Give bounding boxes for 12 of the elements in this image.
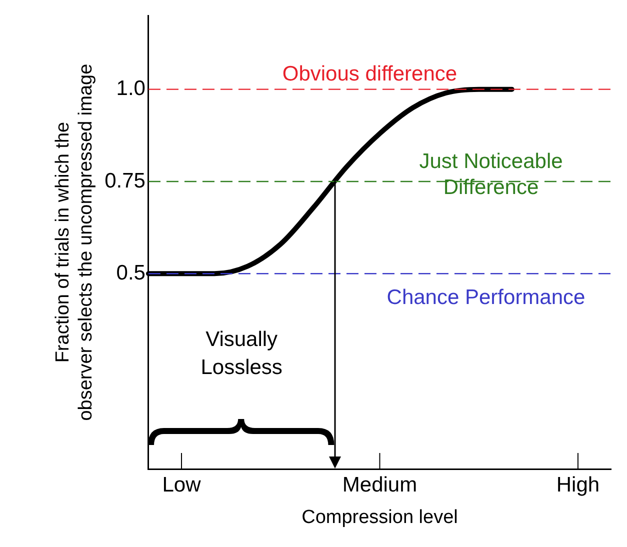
x-axis-title: Compression level	[302, 506, 458, 528]
y-axis-title: Fraction of trials in which the observer selects the uncompressed image	[52, 64, 96, 421]
x-tick-label: Low	[162, 473, 202, 496]
ref-line-label: Obvious difference	[282, 62, 458, 86]
y-tick-label: 0.5	[116, 261, 146, 284]
x-tick-label: Medium	[342, 473, 418, 496]
y-tick-label: 1.0	[116, 77, 146, 100]
ref-line-label: Chance Performance	[386, 286, 586, 309]
x-tick-label: High	[556, 473, 600, 496]
ref-line-label: Just Noticeable Difference	[419, 150, 563, 199]
y-tick-label: 0.75	[104, 169, 146, 192]
annotation: Visually Lossless	[200, 327, 284, 381]
